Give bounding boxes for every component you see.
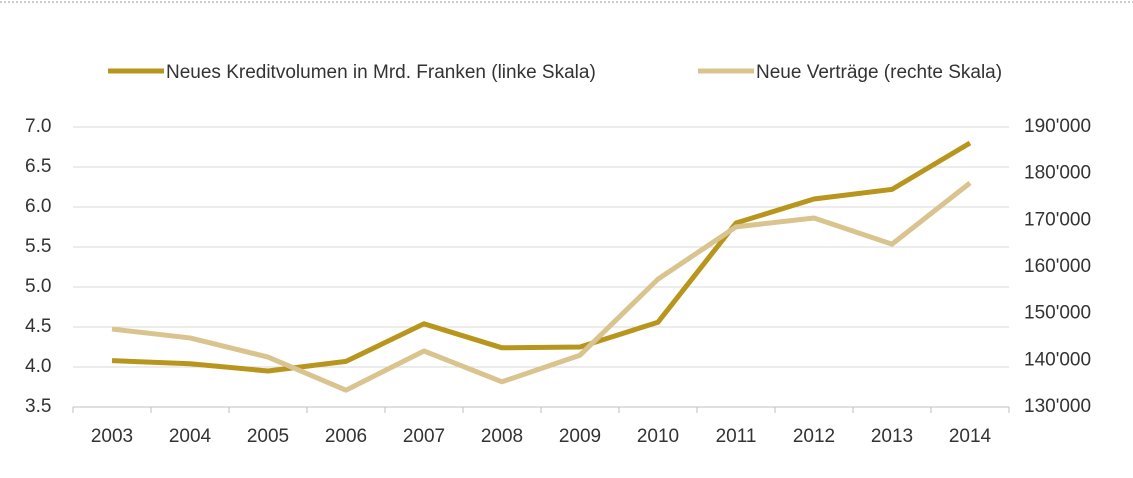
x-tick-label: 2004 <box>169 426 212 447</box>
x-tick-label: 2006 <box>325 426 367 447</box>
y-tick-label: 5.5 <box>25 236 51 257</box>
x-tick-label: 2003 <box>91 426 133 447</box>
x-tick-label: 2012 <box>793 426 835 447</box>
x-tick-label: 2005 <box>247 426 289 447</box>
x-tick-label: 2008 <box>481 426 523 447</box>
legend-label: Neue Verträge (rechte Skala) <box>756 62 1002 83</box>
y2-tick-label: 160'000 <box>1024 256 1091 277</box>
y-tick-label: 5.0 <box>25 276 51 297</box>
x-tick-label: 2009 <box>559 426 601 447</box>
y2-tick-label: 140'000 <box>1024 349 1091 370</box>
y-tick-label: 4.0 <box>25 356 51 377</box>
y-tick-label: 3.5 <box>25 396 51 417</box>
x-tick-label: 2013 <box>871 426 913 447</box>
y-tick-label: 4.5 <box>25 316 51 337</box>
legend-label: Neues Kreditvolumen in Mrd. Franken (lin… <box>166 62 596 83</box>
x-tick-label: 2010 <box>637 426 679 447</box>
y-tick-label: 6.0 <box>25 196 51 217</box>
x-tick-label: 2007 <box>403 426 445 447</box>
y2-tick-label: 150'000 <box>1024 303 1091 324</box>
y-tick-label: 6.5 <box>25 156 51 177</box>
line <box>111 181 972 393</box>
line <box>111 140 972 374</box>
y2-tick-label: 180'000 <box>1024 163 1091 184</box>
y2-tick-label: 170'000 <box>1024 209 1091 230</box>
x-tick-label: 2014 <box>949 426 992 447</box>
y2-tick-label: 130'000 <box>1024 396 1091 417</box>
y-tick-label: 7.0 <box>25 116 51 137</box>
x-tick-label: 2011 <box>716 426 757 447</box>
y2-tick-label: 190'000 <box>1024 116 1091 137</box>
